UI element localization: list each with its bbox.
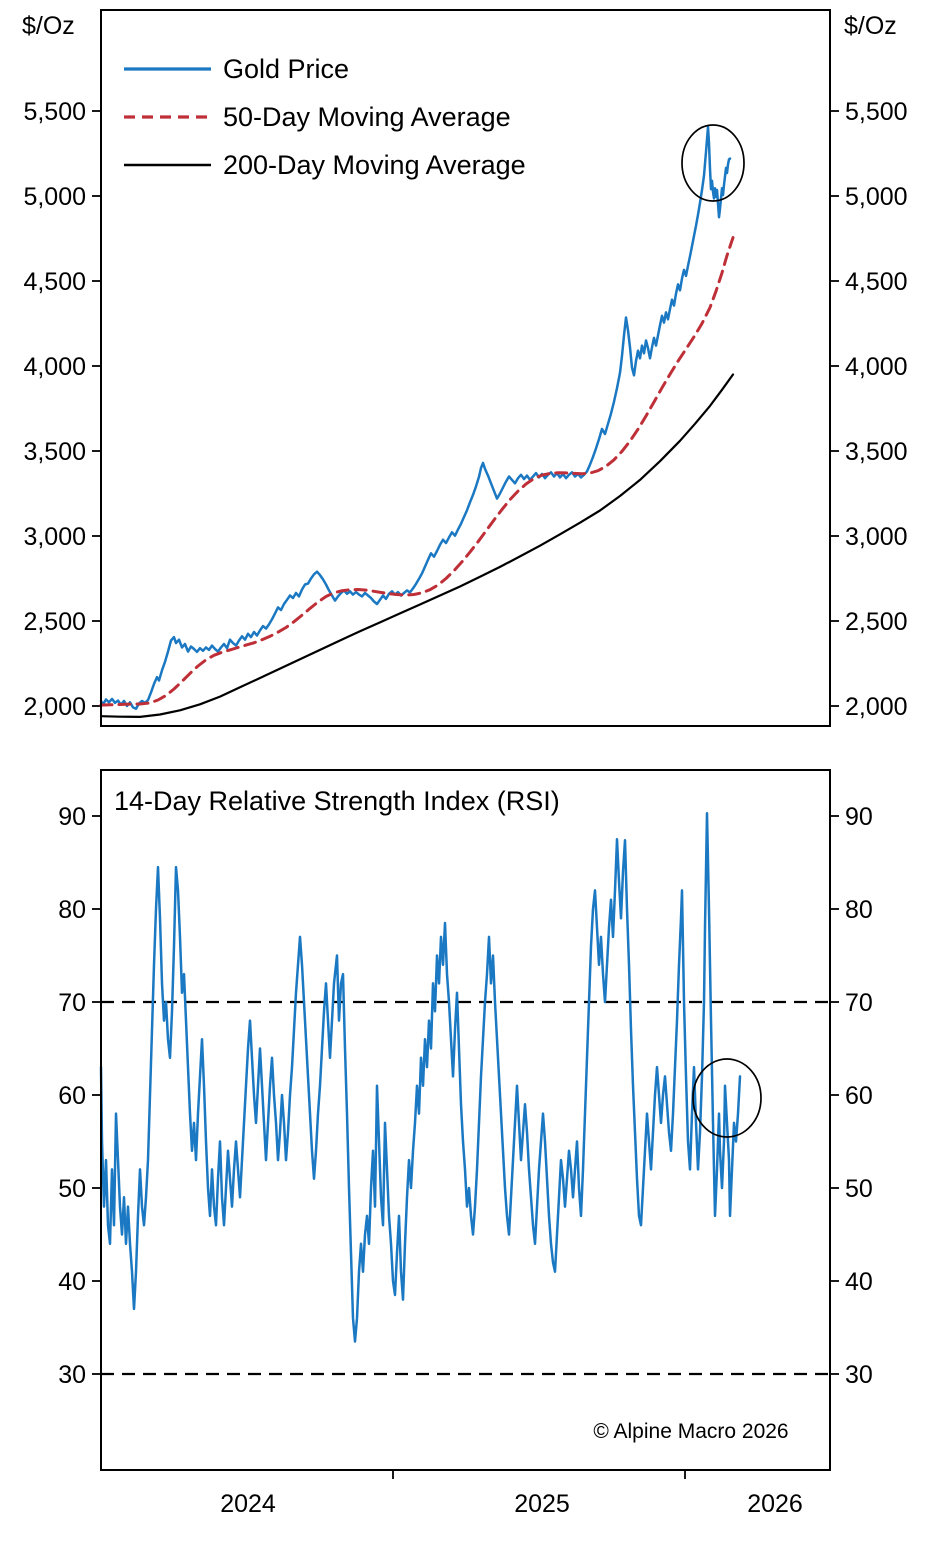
y-tick-label-right: 4,000 — [845, 353, 908, 381]
x-year-label-2024: 2024 — [220, 1490, 276, 1518]
legend: Gold Price 50-Day Moving Average 200-Day… — [124, 54, 526, 180]
y-tick-label-right: 3,500 — [845, 438, 908, 466]
y-tick-label-left: 80 — [58, 896, 86, 924]
y-tick-label-right: 60 — [845, 1082, 873, 1110]
series-rsi — [99, 811, 742, 1343]
y-tick-label-left: 90 — [58, 803, 86, 831]
x-year-label-2025: 2025 — [514, 1490, 570, 1518]
y-tick-label-right: 30 — [845, 1361, 873, 1389]
plot-layer: 2,000 2,000 2,500 2,500 3,000 3,000 3,500 3,500… — [23, 9, 908, 1518]
y-tick-label-left: 30 — [58, 1361, 86, 1389]
y-tick-label-left: 5,000 — [23, 183, 86, 211]
highlight-circle — [681, 124, 745, 202]
legend-item-ma50: 50-Day Moving Average — [124, 102, 511, 132]
legend-item-gold: Gold Price — [124, 54, 349, 84]
series-ma50 — [99, 236, 735, 707]
y-tick-label-left: 4,500 — [23, 268, 86, 296]
legend-label-ma50: 50-Day Moving Average — [223, 102, 511, 132]
y-tick-label-right: 70 — [845, 989, 873, 1017]
legend-item-ma200: 200-Day Moving Average — [124, 150, 526, 180]
y-tick-label-right: 2,000 — [845, 693, 908, 721]
series-gold — [99, 125, 732, 710]
y-tick-label-right: 3,000 — [845, 523, 908, 551]
rsi-panel-title: 14-Day Relative Strength Index (RSI) — [114, 786, 560, 816]
y-tick-label-right: 4,500 — [845, 268, 908, 296]
highlight-circle — [692, 1058, 762, 1138]
y-tick-label-left: 2,000 — [23, 693, 86, 721]
x-year-label-2026: 2026 — [747, 1490, 803, 1518]
y-tick-label-right: 5,000 — [845, 183, 908, 211]
credit-text: © Alpine Macro 2026 — [593, 1420, 788, 1443]
y-tick-label-left: 2,500 — [23, 608, 86, 636]
y-tick-label-left: 3,000 — [23, 523, 86, 551]
y-tick-label-left: 4,000 — [23, 353, 86, 381]
y-tick-label-left: 60 — [58, 1082, 86, 1110]
y-tick-label-left: 70 — [58, 989, 86, 1017]
series-ma200 — [99, 373, 735, 719]
rsi-panel-frame — [100, 769, 831, 1471]
y-tick-label-right: 5,500 — [845, 98, 908, 126]
y-tick-label-left: 40 — [58, 1268, 86, 1296]
y-tick-label-right: 2,500 — [845, 608, 908, 636]
y-tick-label-right: 90 — [845, 803, 873, 831]
price-panel-frame — [100, 9, 831, 727]
y-tick-label-left: 3,500 — [23, 438, 86, 466]
y-axis-unit-right: $/Oz — [844, 12, 897, 40]
y-tick-label-left: 5,500 — [23, 98, 86, 126]
y-tick-label-left: 50 — [58, 1175, 86, 1203]
y-tick-label-right: 40 — [845, 1268, 873, 1296]
y-tick-label-right: 80 — [845, 896, 873, 924]
legend-label-gold: Gold Price — [223, 54, 349, 84]
legend-label-ma200: 200-Day Moving Average — [223, 150, 526, 180]
y-axis-unit-left: $/Oz — [22, 12, 75, 40]
y-tick-label-right: 50 — [845, 1175, 873, 1203]
